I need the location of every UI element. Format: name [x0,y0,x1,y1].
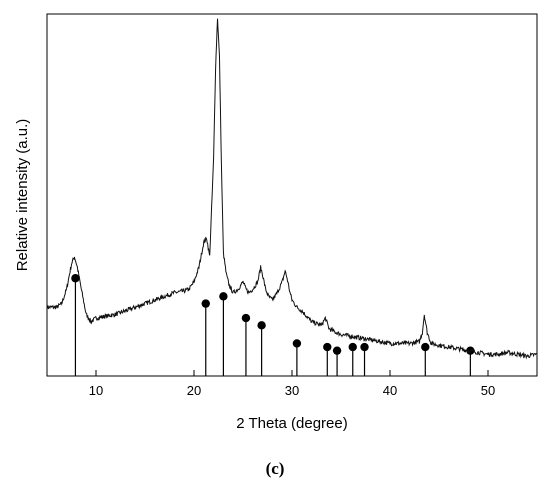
reference-peak-marker [201,299,210,308]
reference-peak-marker [360,342,369,352]
reference-peak-marker [348,342,357,352]
reference-peak [71,274,80,376]
x-axis-ticks: 10 20 30 40 50 [89,370,495,398]
reference-peak [201,299,210,376]
reference-peak-marker [71,274,80,283]
x-tick-label: 30 [285,383,299,398]
reference-peak [257,321,266,376]
x-tick-label: 20 [187,383,201,398]
reference-peak-marker [332,346,342,355]
x-tick-label: 50 [481,383,495,398]
reference-peak-marker [257,321,266,330]
reference-peak [219,292,228,376]
xrd-series-line [46,18,538,360]
xrd-chart: 10 20 30 40 50 2 Theta (degree) Relative int… [14,13,538,432]
reference-peaks [71,274,475,376]
reference-peak [332,346,342,376]
reference-peak-marker [219,292,228,301]
panel-label: (c) [265,459,285,478]
reference-peak [348,342,357,376]
reference-peak [421,342,430,376]
reference-peak-marker [292,339,302,348]
reference-peak [360,342,369,376]
reference-peak [292,339,302,376]
reference-peak-marker [323,342,332,352]
reference-peak [241,313,251,376]
x-tick-label: 40 [383,383,397,398]
y-axis-title: Relative intensity (a.u.) [14,119,31,272]
plot-area-frame [46,13,538,377]
x-tick-label: 10 [89,383,103,398]
x-axis-title: 2 Theta (degree) [236,415,347,432]
axes-box [46,13,538,377]
reference-peak [323,342,332,376]
reference-peak-marker [421,342,430,352]
reference-peak-marker [241,313,251,323]
